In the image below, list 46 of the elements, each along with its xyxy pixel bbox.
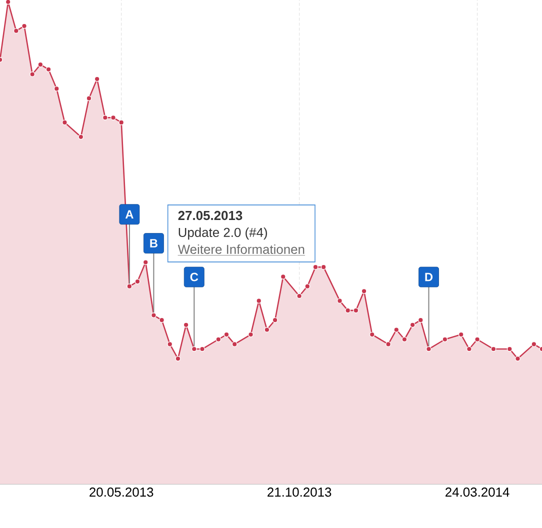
point (272, 317, 278, 323)
annotation: Update 2.0 (#4) (178, 228, 268, 240)
x-tick-label: 24.03.2014 (446, 488, 510, 497)
point (402, 336, 408, 342)
point (248, 332, 254, 338)
point (134, 278, 140, 284)
point (369, 332, 375, 338)
point (13, 28, 19, 34)
point (264, 326, 270, 332)
point (474, 336, 480, 342)
point (62, 120, 68, 126)
annotation: B (150, 239, 158, 248)
x-tick-label: 21.10.2013 (268, 488, 332, 497)
point (515, 356, 520, 362)
point (426, 346, 432, 352)
point (46, 66, 52, 72)
annotation: 27.05.2013 (178, 210, 242, 220)
point (102, 114, 108, 120)
point (312, 264, 318, 270)
point (304, 284, 310, 290)
annotation: D (425, 272, 433, 282)
point (458, 332, 464, 338)
point (531, 341, 537, 347)
point (54, 86, 60, 92)
point (126, 284, 132, 290)
point (224, 332, 230, 338)
annotation: A (125, 210, 134, 218)
point (442, 336, 448, 342)
point (150, 312, 156, 318)
point (337, 298, 343, 304)
annotation: C (190, 272, 198, 282)
point (345, 308, 351, 314)
point (30, 71, 36, 77)
point (386, 341, 392, 347)
point (216, 336, 222, 342)
point (78, 134, 84, 140)
point (191, 346, 197, 352)
point (466, 346, 472, 352)
point (353, 308, 359, 314)
point (232, 341, 238, 347)
annotation: Weitere Informationen (178, 244, 304, 254)
point (320, 264, 326, 270)
x-tick-label: 20.05.2013 (90, 488, 154, 497)
point (296, 293, 302, 299)
point (175, 356, 181, 362)
point (86, 96, 92, 102)
